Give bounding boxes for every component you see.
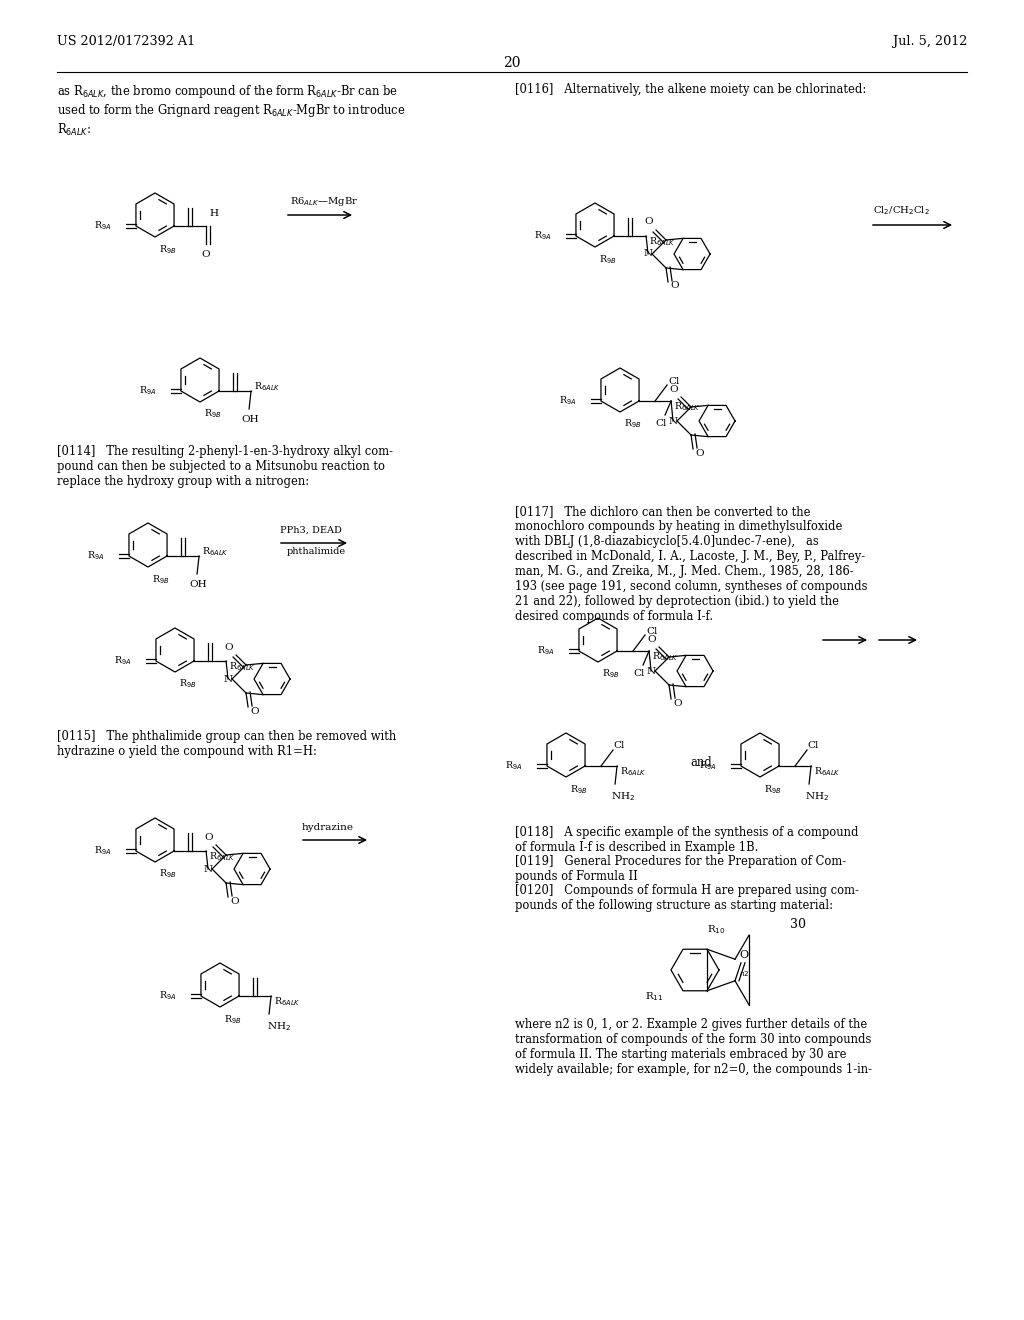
Text: OH: OH <box>189 579 207 589</box>
Text: R$_{6ALK}$: R$_{6ALK}$ <box>202 545 228 558</box>
Text: R$_{6ALK}$: R$_{6ALK}$ <box>229 661 256 673</box>
Text: R$_{6ALK}$: R$_{6ALK}$ <box>649 236 676 248</box>
Text: $_{n2}$: $_{n2}$ <box>739 969 750 979</box>
Text: PPh3, DEAD: PPh3, DEAD <box>280 525 342 535</box>
Text: [0120]   Compounds of formula H are prepared using com-
pounds of the following : [0120] Compounds of formula H are prepar… <box>515 884 859 912</box>
Text: R$_{9B}$: R$_{9B}$ <box>624 418 642 430</box>
Text: R$_{6ALK}$: R$_{6ALK}$ <box>621 766 646 779</box>
Text: NH$_2$: NH$_2$ <box>805 789 829 803</box>
Text: R6$_{ALK}$—MgBr: R6$_{ALK}$—MgBr <box>290 195 358 209</box>
Text: [0117]   The dichloro can then be converted to the
monochloro compounds by heati: [0117] The dichloro can then be converte… <box>515 506 867 623</box>
Text: O: O <box>648 635 656 644</box>
Text: O: O <box>670 384 678 393</box>
Text: 20: 20 <box>503 55 521 70</box>
Text: R$_{9B}$: R$_{9B}$ <box>159 243 176 256</box>
Text: O: O <box>671 281 679 290</box>
Text: NH$_2$: NH$_2$ <box>611 789 635 803</box>
Text: R$_{9A}$: R$_{9A}$ <box>94 219 112 232</box>
Text: N: N <box>669 417 678 425</box>
Text: R$_{9A}$: R$_{9A}$ <box>160 990 177 1002</box>
Text: R$_{6ALK}$: R$_{6ALK}$ <box>674 401 700 413</box>
Text: R$_{9A}$: R$_{9A}$ <box>559 395 577 408</box>
Text: and: and <box>690 756 712 770</box>
Text: Cl$_2$/CH$_2$Cl$_2$: Cl$_2$/CH$_2$Cl$_2$ <box>873 205 930 216</box>
Text: Cl: Cl <box>655 418 667 428</box>
Text: O: O <box>251 706 259 715</box>
Text: [0116]   Alternatively, the alkene moiety can be chlorinated:: [0116] Alternatively, the alkene moiety … <box>515 83 866 96</box>
Text: as R$_{6ALK}$, the bromo compound of the form R$_{6ALK}$-Br can be
used to form : as R$_{6ALK}$, the bromo compound of the… <box>57 83 406 137</box>
Text: O: O <box>674 698 682 708</box>
Text: O: O <box>230 896 240 906</box>
Text: R$_{9B}$: R$_{9B}$ <box>179 678 197 690</box>
Text: R$_{9A}$: R$_{9A}$ <box>87 549 104 562</box>
Text: Jul. 5, 2012: Jul. 5, 2012 <box>893 36 967 48</box>
Text: R$_{9B}$: R$_{9B}$ <box>159 869 176 880</box>
Text: R$_{11}$: R$_{11}$ <box>645 990 664 1003</box>
Text: R$_{9A}$: R$_{9A}$ <box>699 760 717 772</box>
Text: O: O <box>739 950 749 960</box>
Text: R$_{9A}$: R$_{9A}$ <box>94 845 112 857</box>
Text: R$_{6ALK}$: R$_{6ALK}$ <box>209 851 236 863</box>
Text: phthalimide: phthalimide <box>287 546 346 556</box>
Text: US 2012/0172392 A1: US 2012/0172392 A1 <box>57 36 196 48</box>
Text: Cl: Cl <box>668 376 680 385</box>
Text: where n2 is 0, 1, or 2. Example 2 gives further details of the
transformation of: where n2 is 0, 1, or 2. Example 2 gives … <box>515 1018 872 1076</box>
Text: R$_{6ALK}$: R$_{6ALK}$ <box>652 651 679 663</box>
Text: OH: OH <box>241 414 259 424</box>
Text: R$_{10}$: R$_{10}$ <box>707 924 726 936</box>
Text: hydrazine: hydrazine <box>302 822 354 832</box>
Text: O: O <box>202 249 210 259</box>
Text: Cl: Cl <box>613 742 625 751</box>
Text: R$_{6ALK}$: R$_{6ALK}$ <box>274 995 301 1008</box>
Text: R$_{9B}$: R$_{9B}$ <box>764 783 781 796</box>
Text: R$_{9A}$: R$_{9A}$ <box>535 230 552 243</box>
Text: O: O <box>224 643 233 652</box>
Text: R$_{9B}$: R$_{9B}$ <box>204 408 221 421</box>
Text: R$_{9A}$: R$_{9A}$ <box>538 644 555 657</box>
Text: 30: 30 <box>790 917 806 931</box>
Text: O: O <box>205 833 213 842</box>
Text: R$_{6ALK}$: R$_{6ALK}$ <box>814 766 841 779</box>
Text: N: N <box>204 865 213 874</box>
Text: R$_{9A}$: R$_{9A}$ <box>115 655 132 667</box>
Text: R$_{9B}$: R$_{9B}$ <box>152 573 170 586</box>
Text: R$_{9B}$: R$_{9B}$ <box>599 253 616 265</box>
Text: [0114]   The resulting 2-phenyl-1-en-3-hydroxy alkyl com-
pound can then be subj: [0114] The resulting 2-phenyl-1-en-3-hyd… <box>57 445 393 488</box>
Text: NH$_2$: NH$_2$ <box>267 1020 291 1032</box>
Text: N: N <box>223 675 232 684</box>
Text: Cl: Cl <box>634 669 645 678</box>
Text: O: O <box>695 449 705 458</box>
Text: R$_{9B}$: R$_{9B}$ <box>224 1012 242 1026</box>
Text: R$_{9A}$: R$_{9A}$ <box>506 760 523 772</box>
Text: R$_{9A}$: R$_{9A}$ <box>139 384 157 397</box>
Text: H: H <box>209 210 218 219</box>
Text: R$_{9B}$: R$_{9B}$ <box>570 783 588 796</box>
Text: R$_{6ALK}$: R$_{6ALK}$ <box>254 380 281 393</box>
Text: N: N <box>643 249 652 259</box>
Text: R$_{9B}$: R$_{9B}$ <box>602 668 620 681</box>
Text: [0115]   The phthalimide group can then be removed with
hydrazine o yield the co: [0115] The phthalimide group can then be… <box>57 730 396 758</box>
Text: Cl: Cl <box>646 627 657 635</box>
Text: N: N <box>646 667 655 676</box>
Text: [0118]   A specific example of the synthesis of a compound
of formula I-f is des: [0118] A specific example of the synthes… <box>515 826 858 854</box>
Text: [0119]   General Procedures for the Preparation of Com-
pounds of Formula II: [0119] General Procedures for the Prepar… <box>515 855 846 883</box>
Text: O: O <box>645 218 653 227</box>
Text: Cl: Cl <box>807 742 818 751</box>
